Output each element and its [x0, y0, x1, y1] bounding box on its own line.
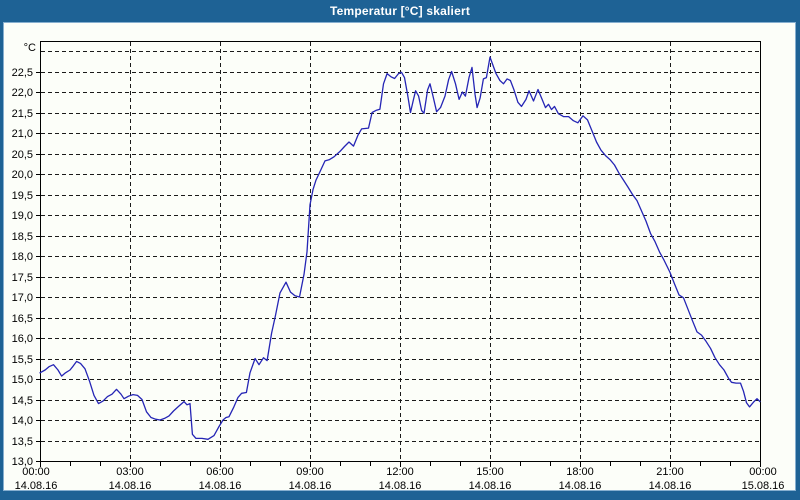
svg-text:15,5: 15,5	[12, 354, 33, 366]
title-bar: Temperatur [°C] skaliert	[0, 0, 800, 22]
svg-text:18,5: 18,5	[12, 231, 33, 243]
svg-text:16,0: 16,0	[12, 333, 33, 345]
svg-text:13,0: 13,0	[12, 456, 33, 468]
x-tick-time: 12:00	[386, 466, 414, 478]
svg-text:17,5: 17,5	[12, 272, 33, 284]
svg-text:14,0: 14,0	[12, 415, 33, 427]
y-axis-unit: °C	[24, 42, 36, 54]
svg-text:17,0: 17,0	[12, 292, 33, 304]
svg-text:21,5: 21,5	[12, 108, 33, 120]
svg-text:19,5: 19,5	[12, 190, 33, 202]
svg-text:14,5: 14,5	[12, 395, 33, 407]
x-tick-date: 14.08.16	[15, 480, 58, 492]
x-tick-time: 15:00	[476, 466, 504, 478]
svg-text:16,5: 16,5	[12, 313, 33, 325]
x-tick-time: 00:00	[22, 466, 50, 478]
y-axis-ticks	[36, 72, 40, 462]
svg-text:22,5: 22,5	[12, 67, 33, 79]
x-tick-date: 15.08.16	[742, 480, 785, 492]
y-axis-labels: 13,0 13,5 14,0 14,5 15,0 15,5 16,0 16,5 17,0 17,5…	[12, 42, 36, 468]
x-tick-time: 06:00	[206, 466, 234, 478]
plot-frame	[40, 41, 761, 462]
x-tick-time: 09:00	[296, 466, 324, 478]
x-tick-date: 14.08.16	[199, 480, 242, 492]
svg-text:15,0: 15,0	[12, 374, 33, 386]
x-tick-date: 14.08.16	[559, 480, 602, 492]
x-axis-ticks	[40, 462, 761, 467]
x-tick-date: 14.08.16	[109, 480, 152, 492]
x-tick-time: 03:00	[116, 466, 144, 478]
svg-text:20,0: 20,0	[12, 169, 33, 181]
x-tick-time: 21:00	[656, 466, 684, 478]
window-title: Temperatur [°C] skaliert	[329, 4, 471, 18]
x-tick-date: 14.08.16	[649, 480, 692, 492]
svg-text:20,5: 20,5	[12, 149, 33, 161]
x-tick-date: 14.08.16	[379, 480, 422, 492]
svg-text:13,5: 13,5	[12, 436, 33, 448]
svg-text:19,0: 19,0	[12, 210, 33, 222]
svg-text:22,0: 22,0	[12, 87, 33, 99]
x-axis-labels: 00:00 14.08.16 03:00 14.08.16 06:00 14.08.16 0…	[15, 466, 785, 492]
x-tick-date: 14.08.16	[289, 480, 332, 492]
temperature-series-line	[39, 56, 761, 440]
x-tick-date: 14.08.16	[469, 480, 512, 492]
x-tick-time: 18:00	[566, 466, 594, 478]
svg-text:21,0: 21,0	[12, 128, 33, 140]
x-tick-time: 00:00	[749, 466, 777, 478]
svg-text:18,0: 18,0	[12, 251, 33, 263]
